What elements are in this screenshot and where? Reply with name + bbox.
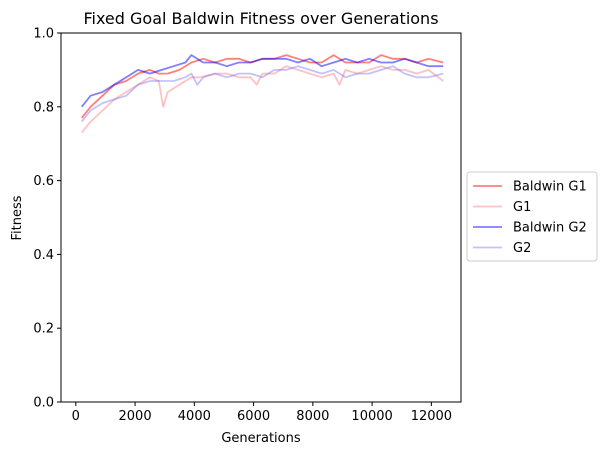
y-tick-label: 0.2 xyxy=(33,322,54,337)
legend-label-1: G1 xyxy=(513,200,531,215)
y-tick-label: 1.0 xyxy=(33,27,54,42)
y-tick-label: 0.0 xyxy=(33,396,54,411)
legend-label-0: Baldwin G1 xyxy=(513,180,587,195)
plot-frame xyxy=(60,32,462,403)
x-tick-label: 4000 xyxy=(178,409,211,424)
x-tick-label: 2000 xyxy=(119,409,152,424)
x-tick-label: 6000 xyxy=(237,409,270,424)
x-tick-label: 8000 xyxy=(296,409,329,424)
legend: Baldwin G1 G1 Baldwin G2 G2 xyxy=(466,171,598,262)
legend-label-2: Baldwin G2 xyxy=(513,221,587,236)
y-axis-ticks: 0.0 0.2 0.4 0.6 0.8 1.0 xyxy=(33,27,61,411)
x-axis-ticks: 0 2000 4000 6000 8000 10000 12000 xyxy=(72,402,452,424)
x-tick-label: 10000 xyxy=(351,409,392,424)
legend-box xyxy=(466,171,598,262)
x-tick-label: 0 xyxy=(72,409,80,424)
chart-title: Fixed Goal Baldwin Fitness over Generati… xyxy=(83,9,438,28)
series-line-2 xyxy=(80,54,444,108)
x-axis-label: Generations xyxy=(221,431,301,446)
plot-lines xyxy=(80,54,444,134)
y-tick-label: 0.6 xyxy=(33,174,54,189)
y-tick-label: 0.4 xyxy=(33,248,54,263)
x-tick-label: 12000 xyxy=(411,409,452,424)
series-line-1 xyxy=(81,65,444,134)
series-line-3 xyxy=(80,65,444,123)
y-tick-label: 0.8 xyxy=(33,100,54,115)
legend-label-3: G2 xyxy=(513,241,531,256)
y-axis-label: Fitness xyxy=(10,195,25,240)
